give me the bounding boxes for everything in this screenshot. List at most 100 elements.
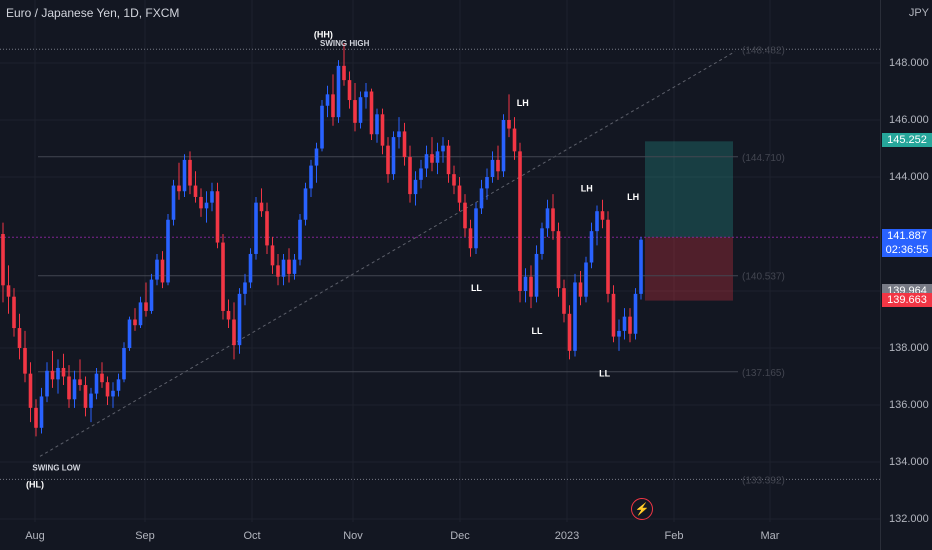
annotation-label: (HH) <box>314 29 333 39</box>
candle <box>342 65 346 81</box>
candle <box>589 231 594 263</box>
candle <box>523 276 528 291</box>
price-tick-label: 134.000 <box>889 456 929 468</box>
level-label: (133.392) <box>742 475 785 486</box>
candle <box>254 202 258 254</box>
price-badge: 145.252 <box>882 133 932 148</box>
annotation-label: LL <box>471 283 482 293</box>
candle <box>193 185 198 197</box>
candle <box>485 177 489 189</box>
candle <box>17 328 22 348</box>
candle <box>34 407 38 428</box>
time-tick-label: 2023 <box>554 530 580 542</box>
candle <box>160 259 165 283</box>
level-label: (144.710) <box>742 153 785 164</box>
price-badge-value: 141.887 <box>887 230 927 243</box>
annotation-label: SWING HIGH <box>320 39 370 48</box>
candle <box>331 94 335 118</box>
candle <box>320 105 324 149</box>
price-tick-label: 148.000 <box>889 57 929 69</box>
symbol-title[interactable]: Euro / Japanese Yen, 1D, FXCM <box>6 6 180 20</box>
position-stop-zone <box>645 237 733 301</box>
candle <box>567 313 572 351</box>
level-label: (137.165) <box>742 368 785 379</box>
candle <box>347 80 352 101</box>
candle <box>122 348 126 380</box>
candle <box>545 208 550 229</box>
candle <box>479 188 484 209</box>
candle <box>287 259 291 274</box>
candle <box>622 316 627 331</box>
candle <box>105 382 110 397</box>
price-tick-label: 132.000 <box>889 513 929 525</box>
annotation-label: LH <box>627 192 639 202</box>
time-tick-label: Aug <box>25 530 45 542</box>
time-tick-label: Mar <box>760 530 780 542</box>
price-tick-label: 138.000 <box>889 342 929 354</box>
candle <box>452 174 456 186</box>
annotation-label: (HL) <box>26 480 44 490</box>
candle <box>243 282 247 294</box>
candle <box>573 282 577 351</box>
candle <box>617 330 621 337</box>
candle <box>45 370 49 397</box>
price-tick-label: 136.000 <box>889 399 929 411</box>
lightning-icon[interactable]: ⚡ <box>631 498 653 520</box>
position-profit-zone <box>645 141 733 238</box>
candle <box>133 319 137 326</box>
annotation-label: LL <box>599 369 610 379</box>
candle <box>435 151 440 163</box>
candle <box>270 245 275 266</box>
candle <box>584 262 588 297</box>
candle <box>171 185 176 220</box>
candle <box>501 120 506 172</box>
price-badge-value: 139.663 <box>887 293 927 306</box>
candle <box>375 114 379 135</box>
candle <box>512 128 517 152</box>
candle <box>606 219 610 294</box>
countdown-timer: 02:36:55 <box>885 244 929 257</box>
candle <box>298 219 302 260</box>
candle <box>457 185 462 203</box>
candle <box>259 202 264 212</box>
candle <box>639 239 643 294</box>
candle <box>138 302 143 326</box>
candle <box>210 191 214 203</box>
candle <box>23 348 27 374</box>
candle <box>556 231 561 289</box>
candle <box>534 253 539 297</box>
candle <box>364 91 368 98</box>
price-chart[interactable]: (148.482) (144.710) (140.537) (137.165) (133… <box>0 0 880 550</box>
candle <box>28 373 33 408</box>
candle <box>237 293 242 346</box>
currency-label: JPY <box>908 7 929 19</box>
candle <box>221 242 225 311</box>
candle <box>127 319 132 348</box>
candle <box>419 168 423 180</box>
candle <box>116 379 121 391</box>
candle <box>1 234 5 286</box>
candle <box>149 279 154 311</box>
candle <box>441 145 445 152</box>
candle <box>595 211 599 232</box>
candle <box>507 120 511 129</box>
candle <box>50 370 55 380</box>
candle <box>204 202 209 209</box>
candle <box>314 148 319 166</box>
candle <box>325 94 330 106</box>
candle <box>413 179 418 195</box>
candle <box>474 208 478 249</box>
candle <box>303 188 308 220</box>
price-badge: 139.663 <box>882 292 932 307</box>
candle <box>562 288 566 314</box>
time-tick-label: Feb <box>664 530 684 542</box>
candle <box>39 396 44 428</box>
price-axis[interactable]: JPY 148.000146.000144.000140.000138.0001… <box>880 0 932 550</box>
candle <box>144 302 148 311</box>
annotation-label: LL <box>531 326 542 336</box>
time-tick-label: Sep <box>135 530 155 542</box>
candle <box>430 154 434 163</box>
candle <box>89 393 93 408</box>
price-tick-label: 144.000 <box>889 171 929 183</box>
candle <box>166 219 170 283</box>
